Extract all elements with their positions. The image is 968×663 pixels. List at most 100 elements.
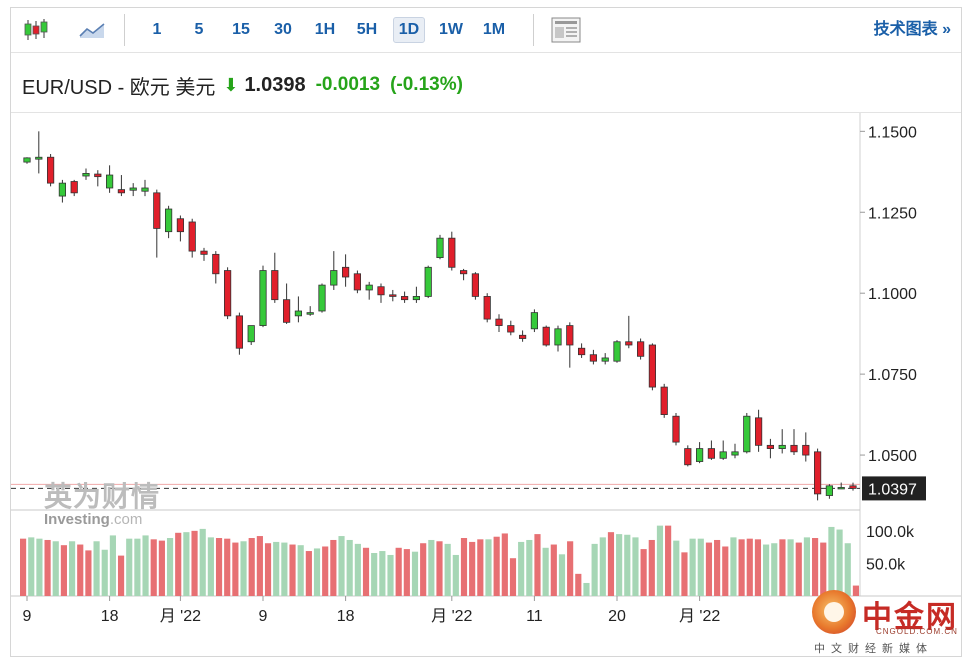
volume-bar xyxy=(305,551,312,596)
time-tick-label: 18 xyxy=(337,608,355,625)
candle-body xyxy=(365,284,373,291)
candle-body xyxy=(518,334,527,339)
candlestick-chart-icon[interactable] xyxy=(19,16,53,44)
volume-bar xyxy=(28,537,35,596)
volume-bar xyxy=(68,541,76,596)
candle-body xyxy=(743,415,751,453)
volume-bar xyxy=(281,542,288,596)
volume-bar xyxy=(820,542,827,596)
candle-body xyxy=(82,173,90,177)
volume-bar xyxy=(134,538,141,596)
candle-body xyxy=(58,182,67,197)
candle-body xyxy=(188,221,196,252)
volume-bar xyxy=(142,535,149,596)
cngold-emblem-icon xyxy=(812,590,856,634)
area-chart-icon[interactable] xyxy=(75,16,109,44)
interval-1m-button[interactable]: 1 xyxy=(152,21,162,38)
volume-bar xyxy=(567,541,574,596)
time-tick-label: 月 '22 xyxy=(160,608,201,625)
volume-bar xyxy=(526,539,533,596)
candle-body xyxy=(259,270,267,326)
candle-body xyxy=(495,318,503,326)
volume-bar xyxy=(199,528,206,596)
volume-bar xyxy=(477,539,484,596)
time-tick-label: 20 xyxy=(608,608,626,625)
interval-30m-button[interactable]: 30 xyxy=(274,21,292,38)
volume-bar xyxy=(191,530,198,596)
candle-body xyxy=(400,296,409,301)
interval-1w-button[interactable]: 1W xyxy=(439,21,463,38)
volume-bar xyxy=(175,532,182,596)
candle-body xyxy=(35,156,43,160)
volume-bar xyxy=(787,539,794,596)
volume-bar xyxy=(558,554,566,596)
candle-body xyxy=(389,294,397,297)
volume-bar xyxy=(273,541,280,596)
volume-bar xyxy=(362,547,370,596)
volume-bar xyxy=(126,538,133,596)
volume-bar xyxy=(599,537,606,596)
volume-bar xyxy=(207,537,214,596)
instrument-name: EUR/USD - 欧元 美元 xyxy=(22,76,216,99)
candle-body xyxy=(94,173,102,178)
price-tick-label: 1.0500 xyxy=(868,448,917,465)
volume-bar xyxy=(346,539,353,596)
candle-body xyxy=(719,451,727,459)
volume-bar xyxy=(681,552,688,596)
candle-body xyxy=(330,270,338,286)
volume-bar xyxy=(93,541,100,596)
candle-body xyxy=(625,341,633,346)
price-tick-label: 1.0750 xyxy=(868,367,917,384)
interval-5m-button[interactable]: 5 xyxy=(194,21,204,38)
candle-body xyxy=(507,325,515,333)
volume-bar xyxy=(689,538,696,596)
volume-bar xyxy=(460,538,468,596)
candle-body xyxy=(566,325,574,346)
time-tick-label: 月 '22 xyxy=(431,608,472,625)
candle-body xyxy=(778,444,786,449)
volume-bar xyxy=(354,543,361,596)
candle-body xyxy=(837,487,845,490)
volume-bar xyxy=(248,538,255,596)
price-tick-label: 1.1000 xyxy=(868,286,917,303)
volume-bar xyxy=(705,542,713,596)
candle-body xyxy=(637,341,645,357)
volume-bar xyxy=(403,549,410,596)
volume-bar xyxy=(109,535,116,596)
candle-body xyxy=(731,451,739,456)
volume-bar xyxy=(730,537,737,596)
interval-1h-button[interactable]: 1H xyxy=(314,21,336,38)
technical-chart-link[interactable]: 技术图表 » xyxy=(873,21,951,38)
time-tick-label: 9 xyxy=(259,608,268,625)
volume-bar xyxy=(648,539,655,596)
volume-bar xyxy=(379,551,386,596)
volume-bar xyxy=(836,529,843,596)
interval-1mo-button[interactable]: 1M xyxy=(482,21,506,38)
volume-bar xyxy=(518,541,525,596)
candle-body xyxy=(696,448,704,462)
candle-body xyxy=(212,253,220,275)
watermark-en: Investing.com xyxy=(44,511,160,528)
candlestick-chart[interactable]: 1.1500 1.1250 1.1000 1.0750 1.0500 1.0397 100.… xyxy=(11,8,961,656)
candle-body xyxy=(271,270,279,301)
candle-body xyxy=(849,485,857,489)
candle-body xyxy=(164,208,173,233)
volume-bar xyxy=(232,542,239,596)
volume-bar xyxy=(754,539,762,596)
interval-1d-button[interactable]: 1D xyxy=(393,17,425,43)
interval-15m-button[interactable]: 15 xyxy=(232,21,250,38)
watermark-cn: 英为财情 xyxy=(44,481,161,512)
candle-body xyxy=(106,174,114,189)
volume-bar xyxy=(812,538,819,596)
watermark-en-name: Investing xyxy=(44,511,110,528)
volume-bar xyxy=(828,526,835,596)
candle-body xyxy=(672,415,680,443)
candle-body xyxy=(318,284,326,312)
volume-bar xyxy=(387,554,394,596)
volume-bar xyxy=(575,573,582,596)
volume-bar xyxy=(224,538,231,596)
candle-body xyxy=(223,270,232,317)
interval-5h-button[interactable]: 5H xyxy=(356,21,378,38)
volume-bar xyxy=(150,539,157,596)
news-layout-icon[interactable] xyxy=(549,16,583,44)
